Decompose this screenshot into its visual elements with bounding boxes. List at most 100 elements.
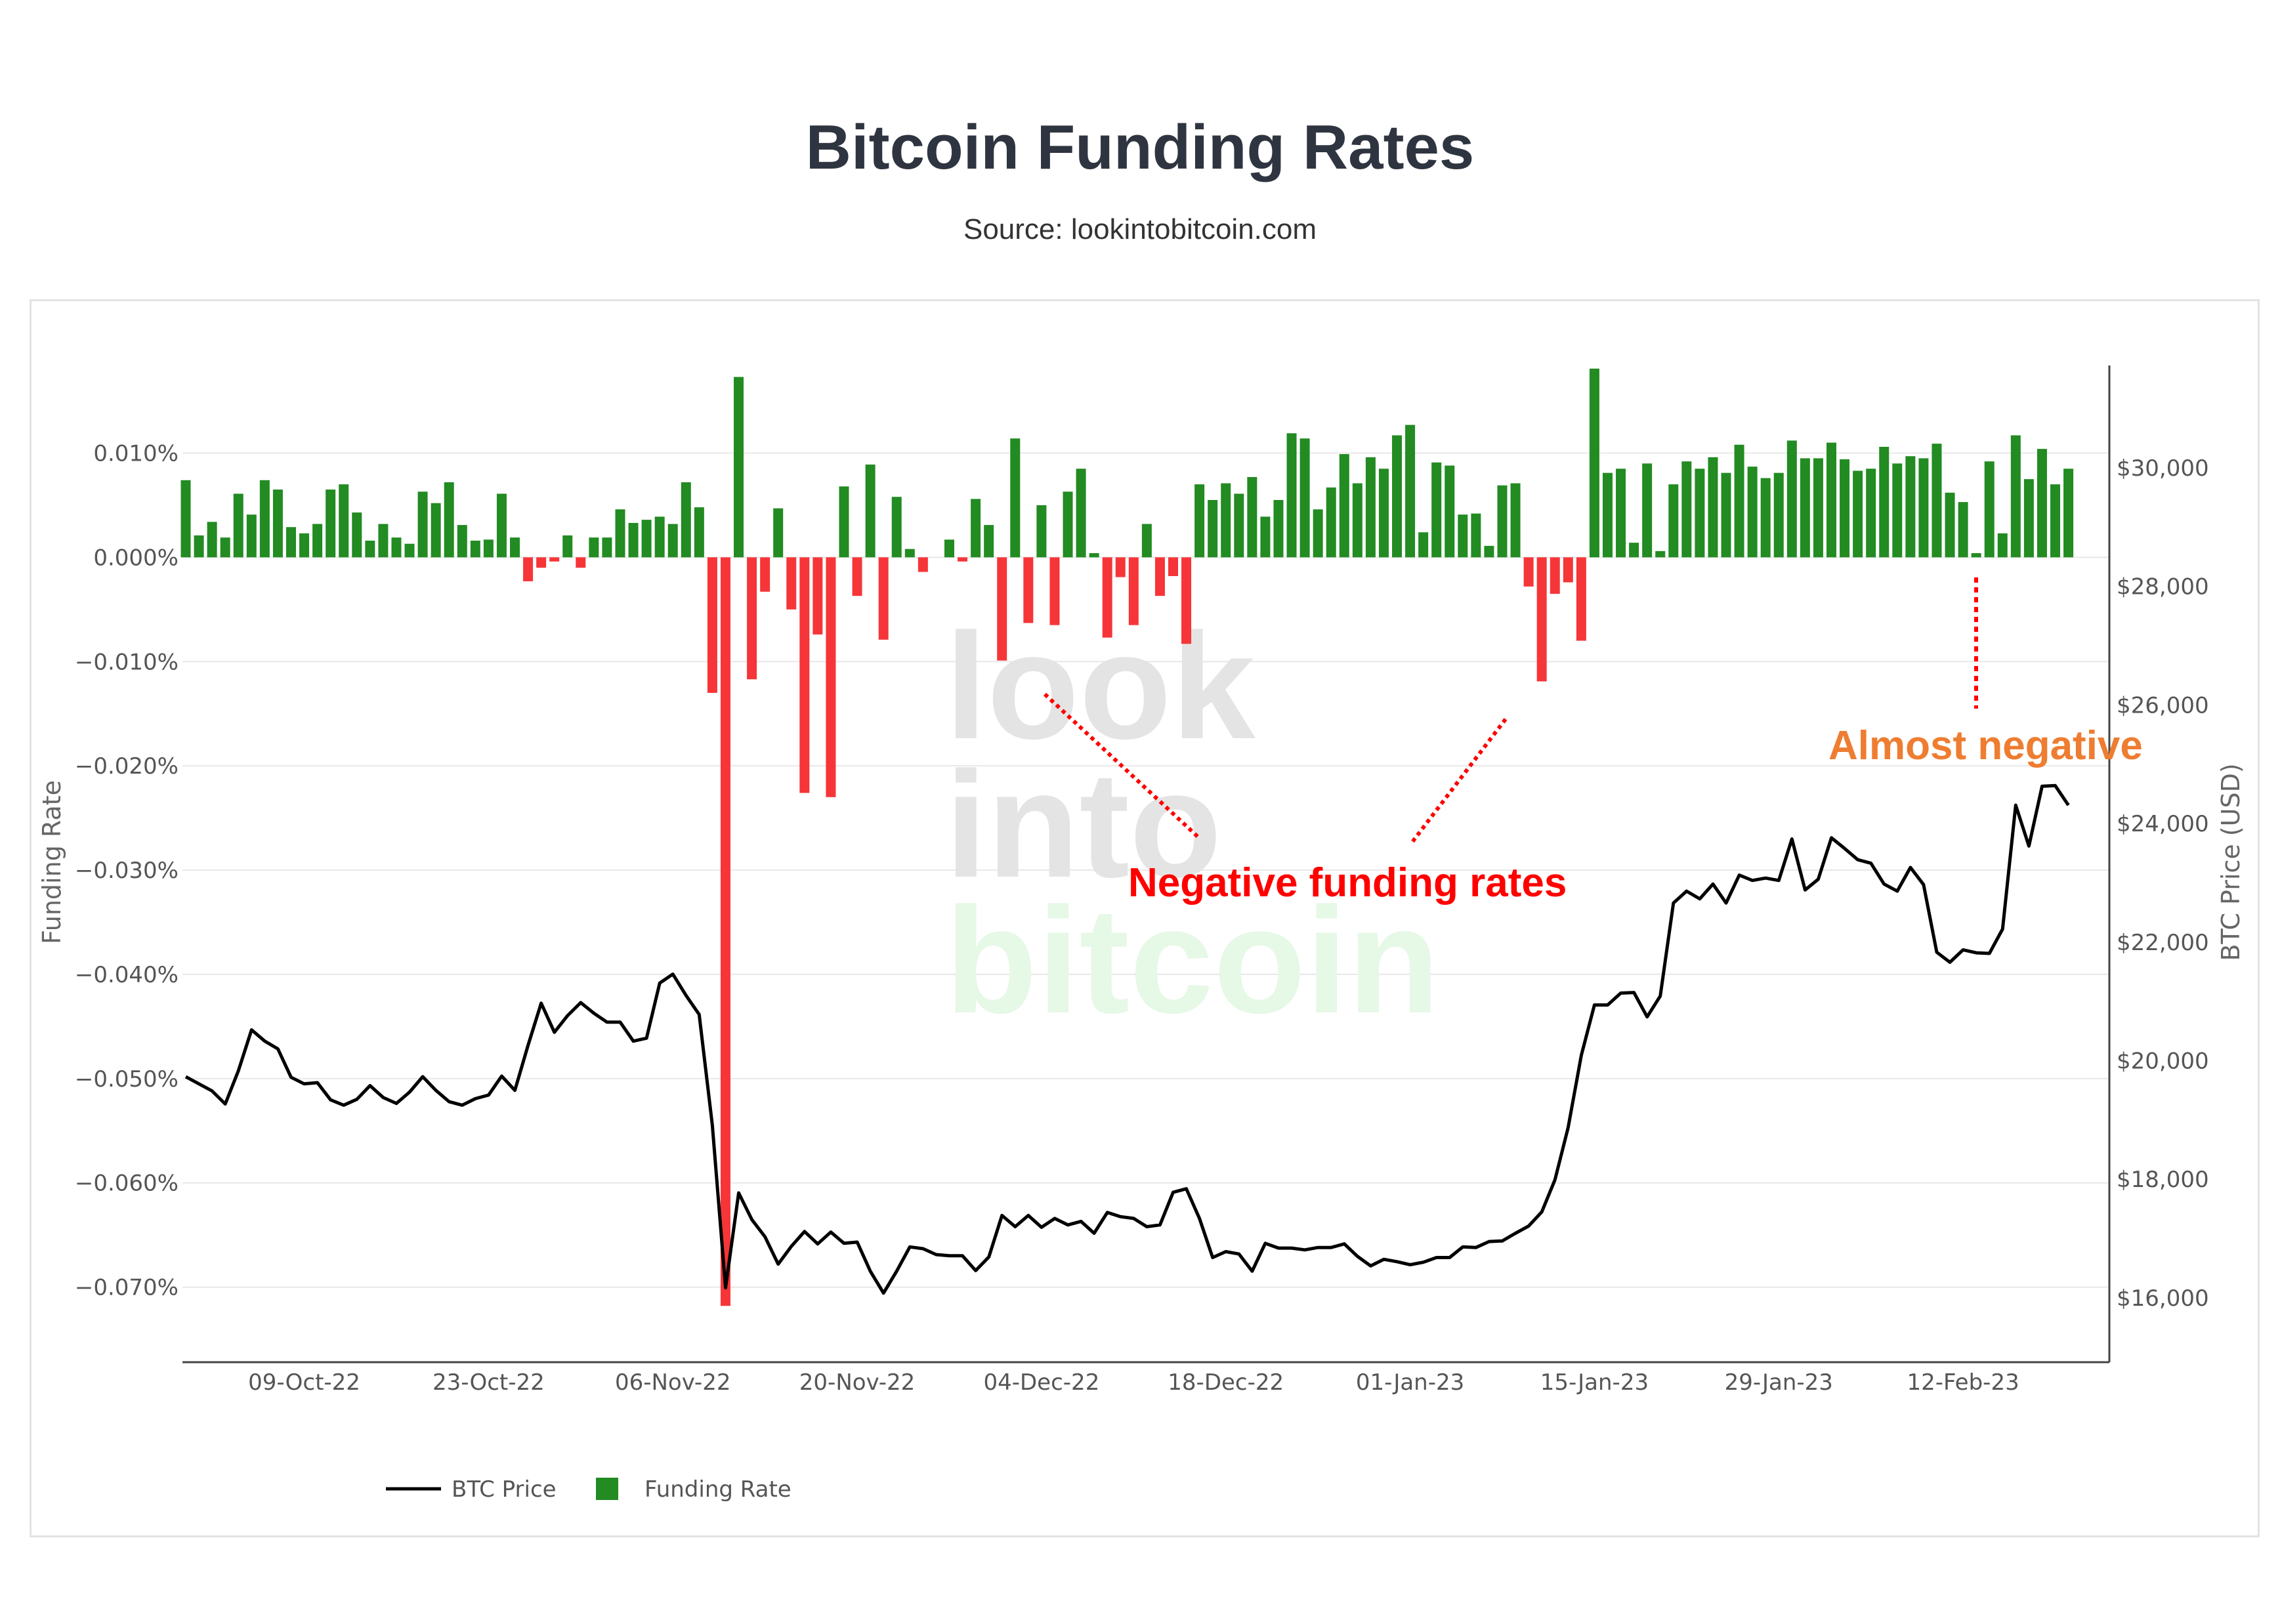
- right-axis-ticks: $30,000 $28,000 $26,000 $24,000 $22,000 $20,0…: [2117, 455, 2209, 1312]
- funding-rate-bar: [365, 540, 375, 558]
- funding-rate-bar: [971, 499, 981, 558]
- funding-rate-bar: [1352, 483, 1362, 558]
- y2-tick-label: $16,000: [2117, 1285, 2209, 1312]
- legend-item-btc-price[interactable]: BTC Price: [386, 1476, 557, 1503]
- funding-rate-bar: [1299, 438, 1310, 558]
- funding-rate-bar: [562, 535, 573, 558]
- funding-rate-bar: [470, 540, 480, 558]
- funding-rate-bar: [404, 543, 415, 558]
- legend-square-icon: [596, 1478, 618, 1500]
- funding-rate-bar: [1168, 557, 1178, 576]
- funding-rate-bar: [1392, 435, 1403, 558]
- y-tick-label: 0.000%: [93, 545, 179, 571]
- y-tick-label: −0.020%: [75, 753, 179, 780]
- funding-rate-bar: [760, 557, 771, 592]
- legend-label-funding-rate: Funding Rate: [644, 1476, 792, 1503]
- funding-rate-bar: [1576, 557, 1586, 641]
- funding-rate-bar: [1102, 557, 1112, 638]
- funding-rate-bar: [1589, 368, 1599, 558]
- funding-rate-bar: [1445, 465, 1455, 558]
- funding-rate-bar: [865, 464, 876, 558]
- funding-rate-bar: [352, 512, 362, 558]
- funding-rate-bar: [1616, 468, 1626, 558]
- funding-rate-bar: [1642, 463, 1653, 558]
- funding-rate-bar: [1221, 483, 1231, 558]
- legend: BTC Price Funding Rate: [386, 1476, 792, 1503]
- funding-rate-bar: [1181, 557, 1192, 644]
- funding-rate-bar: [1418, 532, 1429, 558]
- funding-rate-bar: [1076, 468, 1086, 558]
- funding-rate-bar: [326, 489, 336, 558]
- legend-item-funding-rate[interactable]: Funding Rate: [596, 1476, 792, 1503]
- funding-rate-bar: [523, 557, 534, 581]
- funding-rate-bar: [1313, 509, 1323, 558]
- funding-rate-bar: [1471, 513, 1481, 558]
- funding-rate-bar: [1563, 557, 1573, 583]
- funding-rate-bar: [1984, 461, 1995, 558]
- y-tick-label: −0.070%: [75, 1275, 179, 1301]
- x-tick-label: 12-Feb-23: [1907, 1369, 2019, 1396]
- funding-rate-bar: [813, 557, 823, 635]
- funding-rate-bar: [312, 524, 323, 558]
- funding-rate-bar: [1721, 472, 1731, 558]
- funding-rate-bar: [707, 557, 717, 693]
- funding-rate-bar: [1141, 524, 1152, 558]
- y-tick-label: 0.010%: [93, 440, 179, 467]
- funding-rate-bar: [918, 557, 928, 572]
- funding-rate-bar: [391, 537, 402, 558]
- chart-title: Bitcoin Funding Rates: [805, 112, 1475, 182]
- funding-rate-bar: [944, 539, 954, 558]
- funding-rate-bar: [444, 482, 454, 558]
- funding-rate-bar: [2037, 449, 2047, 558]
- funding-rate-bar: [1786, 440, 1797, 558]
- funding-rate-bar: [1326, 487, 1336, 558]
- y2-tick-label: $18,000: [2117, 1167, 2209, 1193]
- funding-rate-bar: [220, 537, 230, 558]
- funding-rate-bar: [417, 491, 428, 558]
- funding-rate-bar: [1681, 461, 1692, 558]
- annotation-arrow-1: [1043, 692, 1200, 839]
- funding-rate-bar: [339, 484, 349, 558]
- y-tick-label: −0.060%: [75, 1171, 179, 1197]
- funding-rate-bar: [694, 507, 704, 558]
- y2-tick-label: $22,000: [2117, 930, 2209, 956]
- funding-rate-bar: [2063, 468, 2074, 558]
- x-tick-label: 09-Oct-22: [248, 1369, 360, 1396]
- funding-rate-bar: [1194, 484, 1205, 558]
- y2-tick-label: $20,000: [2117, 1049, 2209, 1075]
- y2-tick-label: $26,000: [2117, 692, 2209, 718]
- funding-rate-bar: [839, 486, 849, 558]
- funding-rate-bar: [799, 557, 810, 793]
- funding-rate-bar: [1550, 557, 1560, 594]
- funding-rate-bar: [1010, 438, 1021, 558]
- funding-rate-bar: [1905, 456, 1916, 558]
- funding-rate-bar: [299, 533, 310, 558]
- funding-rate-bar: [1813, 458, 1823, 558]
- funding-rate-bar: [1734, 444, 1744, 558]
- funding-rate-bar: [1497, 485, 1508, 558]
- funding-rate-bar: [233, 493, 243, 558]
- funding-rate-bar: [958, 557, 968, 562]
- funding-rate-bar: [285, 527, 296, 558]
- y-tick-label: −0.010%: [75, 649, 179, 675]
- right-axis-title: BTC Price (USD): [2216, 763, 2245, 961]
- funding-rate-bar: [1484, 545, 1494, 558]
- funding-rate-bar: [1247, 477, 1257, 558]
- almost-negative-note: Almost negative: [1828, 723, 2143, 768]
- x-tick-label: 04-Dec-22: [983, 1369, 1099, 1396]
- funding-rate-bar: [1510, 483, 1521, 558]
- funding-rate-bar: [1958, 502, 1968, 558]
- funding-rate-bar: [681, 482, 691, 558]
- y-tick-label: −0.030%: [75, 858, 179, 884]
- funding-rate-bar: [1208, 499, 1218, 558]
- funding-rate-bar: [1971, 553, 1981, 558]
- x-tick-label: 23-Oct-22: [433, 1369, 545, 1396]
- funding-rate-bar: [1063, 491, 1073, 558]
- funding-rate-bar: [457, 525, 467, 558]
- funding-rate-bar: [483, 539, 494, 558]
- annotations: Negative funding rates Almost negative: [1043, 577, 2143, 906]
- funding-rate-bar: [747, 557, 757, 680]
- funding-rate-bar: [1023, 557, 1034, 623]
- x-tick-label: 18-Dec-22: [1168, 1369, 1284, 1396]
- funding-rate-bar: [628, 522, 639, 558]
